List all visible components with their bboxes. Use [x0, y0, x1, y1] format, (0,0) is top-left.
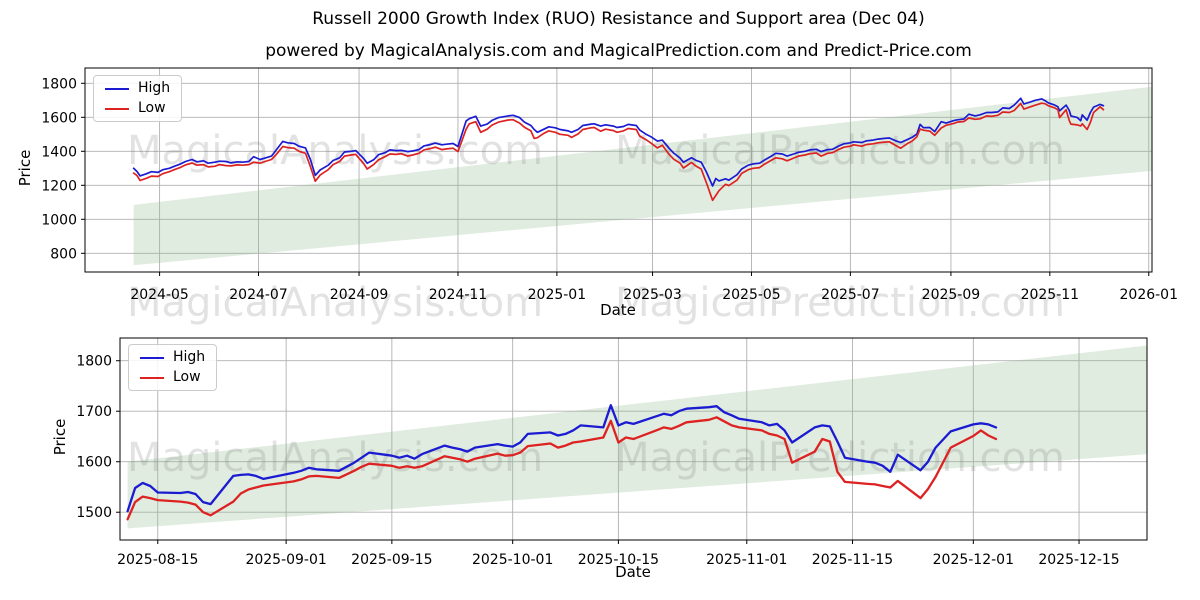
y-tick-label: 800 — [50, 246, 77, 262]
watermark-text: MagicalAnalysis.com — [127, 280, 543, 326]
legend-item-high: High — [140, 350, 205, 365]
high-line-sample — [140, 356, 164, 359]
y-tick-label: 1800 — [41, 76, 77, 92]
x-tick-label: 2024-05 — [130, 287, 189, 303]
y-tick-label: 1800 — [76, 354, 112, 370]
detail-legend: High Low — [128, 344, 218, 391]
x-tick-label: 2025-11-01 — [706, 552, 787, 568]
detail-y-axis-label: Price — [51, 418, 69, 456]
x-tick-label: 2025-08-15 — [117, 552, 198, 568]
legend-item-low: Low — [140, 370, 205, 385]
legend-item-high: High — [105, 81, 170, 96]
y-tick-label: 1700 — [76, 404, 112, 420]
x-tick-label: 2024-07 — [229, 287, 288, 303]
legend-label-low: Low — [173, 369, 201, 385]
x-tick-label: 2026-01 — [1120, 287, 1179, 303]
watermark-text: MagicalPrediction.com — [615, 280, 1065, 326]
x-tick-label: 2025-07 — [821, 287, 880, 303]
legend-label-high: High — [173, 349, 206, 365]
x-tick-label: 2025-12-01 — [933, 552, 1014, 568]
y-tick-label: 1000 — [41, 212, 77, 228]
high-line-sample — [105, 87, 129, 90]
x-tick-label: 2025-09-01 — [245, 552, 326, 568]
high-line — [132, 97, 1105, 187]
x-tick-label: 2025-12-15 — [1038, 552, 1119, 568]
watermark-text: MagicalPrediction.com — [615, 435, 1065, 481]
x-tick-label: 2025-09 — [922, 287, 981, 303]
overview-y-axis-label: Price — [16, 149, 34, 187]
y-tick-label: 1600 — [76, 455, 112, 471]
axes-frame — [84, 67, 1153, 273]
watermark-text: MagicalPrediction.com — [615, 128, 1065, 174]
x-tick-label: 2025-10-15 — [578, 552, 659, 568]
legend-label-high: High — [138, 80, 171, 96]
detail-x-axis-label: Date — [615, 563, 651, 581]
page-subtitle: powered by MagicalAnalysis.com and Magic… — [265, 41, 972, 61]
low-line — [126, 416, 998, 521]
watermark-text: MagicalAnalysis.com — [127, 128, 543, 174]
x-tick-label: 2024-09 — [330, 287, 389, 303]
x-tick-label: 2024-11 — [429, 287, 488, 303]
x-tick-label: 2025-11-15 — [812, 552, 893, 568]
y-tick-label: 1200 — [41, 178, 77, 194]
low-line-sample — [140, 376, 164, 379]
overview-legend: High Low — [93, 75, 183, 122]
low-line — [132, 102, 1105, 202]
x-tick-label: 2025-01 — [528, 287, 587, 303]
x-tick-label: 2025-10-01 — [472, 552, 553, 568]
page-title: Russell 2000 Growth Index (RUO) Resistan… — [312, 9, 925, 29]
support-resistance-band — [133, 86, 1153, 266]
high-line — [126, 404, 998, 513]
low-line-sample — [105, 107, 129, 110]
overview-chart: 800 1000 1200 1400 1600 1800 2024-05 2024-07 202… — [41, 67, 1179, 303]
overview-chart-background — [85, 68, 1153, 272]
y-tick-label: 1400 — [41, 144, 77, 160]
detail-chart: 1500 1600 1700 1800 2025-08-15 2025-09-01 2025… — [76, 337, 1148, 568]
legend-label-low: Low — [138, 100, 166, 116]
x-tick-label: 2025-05 — [722, 287, 781, 303]
x-tick-label: 2025-09-15 — [351, 552, 432, 568]
x-tick-label: 2025-03 — [623, 287, 682, 303]
x-tick-label: 2025-11 — [1021, 287, 1080, 303]
legend-item-low: Low — [105, 101, 170, 116]
y-tick-label: 1500 — [76, 505, 112, 521]
axes-frame — [119, 337, 1148, 541]
y-tick-label: 1600 — [41, 110, 77, 126]
overview-x-axis-label: Date — [600, 301, 636, 319]
